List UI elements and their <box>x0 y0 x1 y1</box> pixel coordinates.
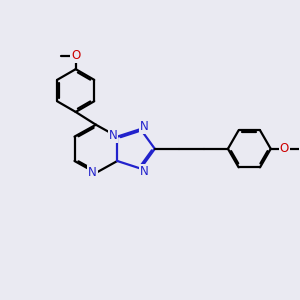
Text: N: N <box>140 165 148 178</box>
Text: N: N <box>88 167 97 179</box>
Text: O: O <box>71 49 80 62</box>
Text: O: O <box>280 142 289 155</box>
Text: N: N <box>140 120 148 133</box>
Text: N: N <box>109 129 117 142</box>
